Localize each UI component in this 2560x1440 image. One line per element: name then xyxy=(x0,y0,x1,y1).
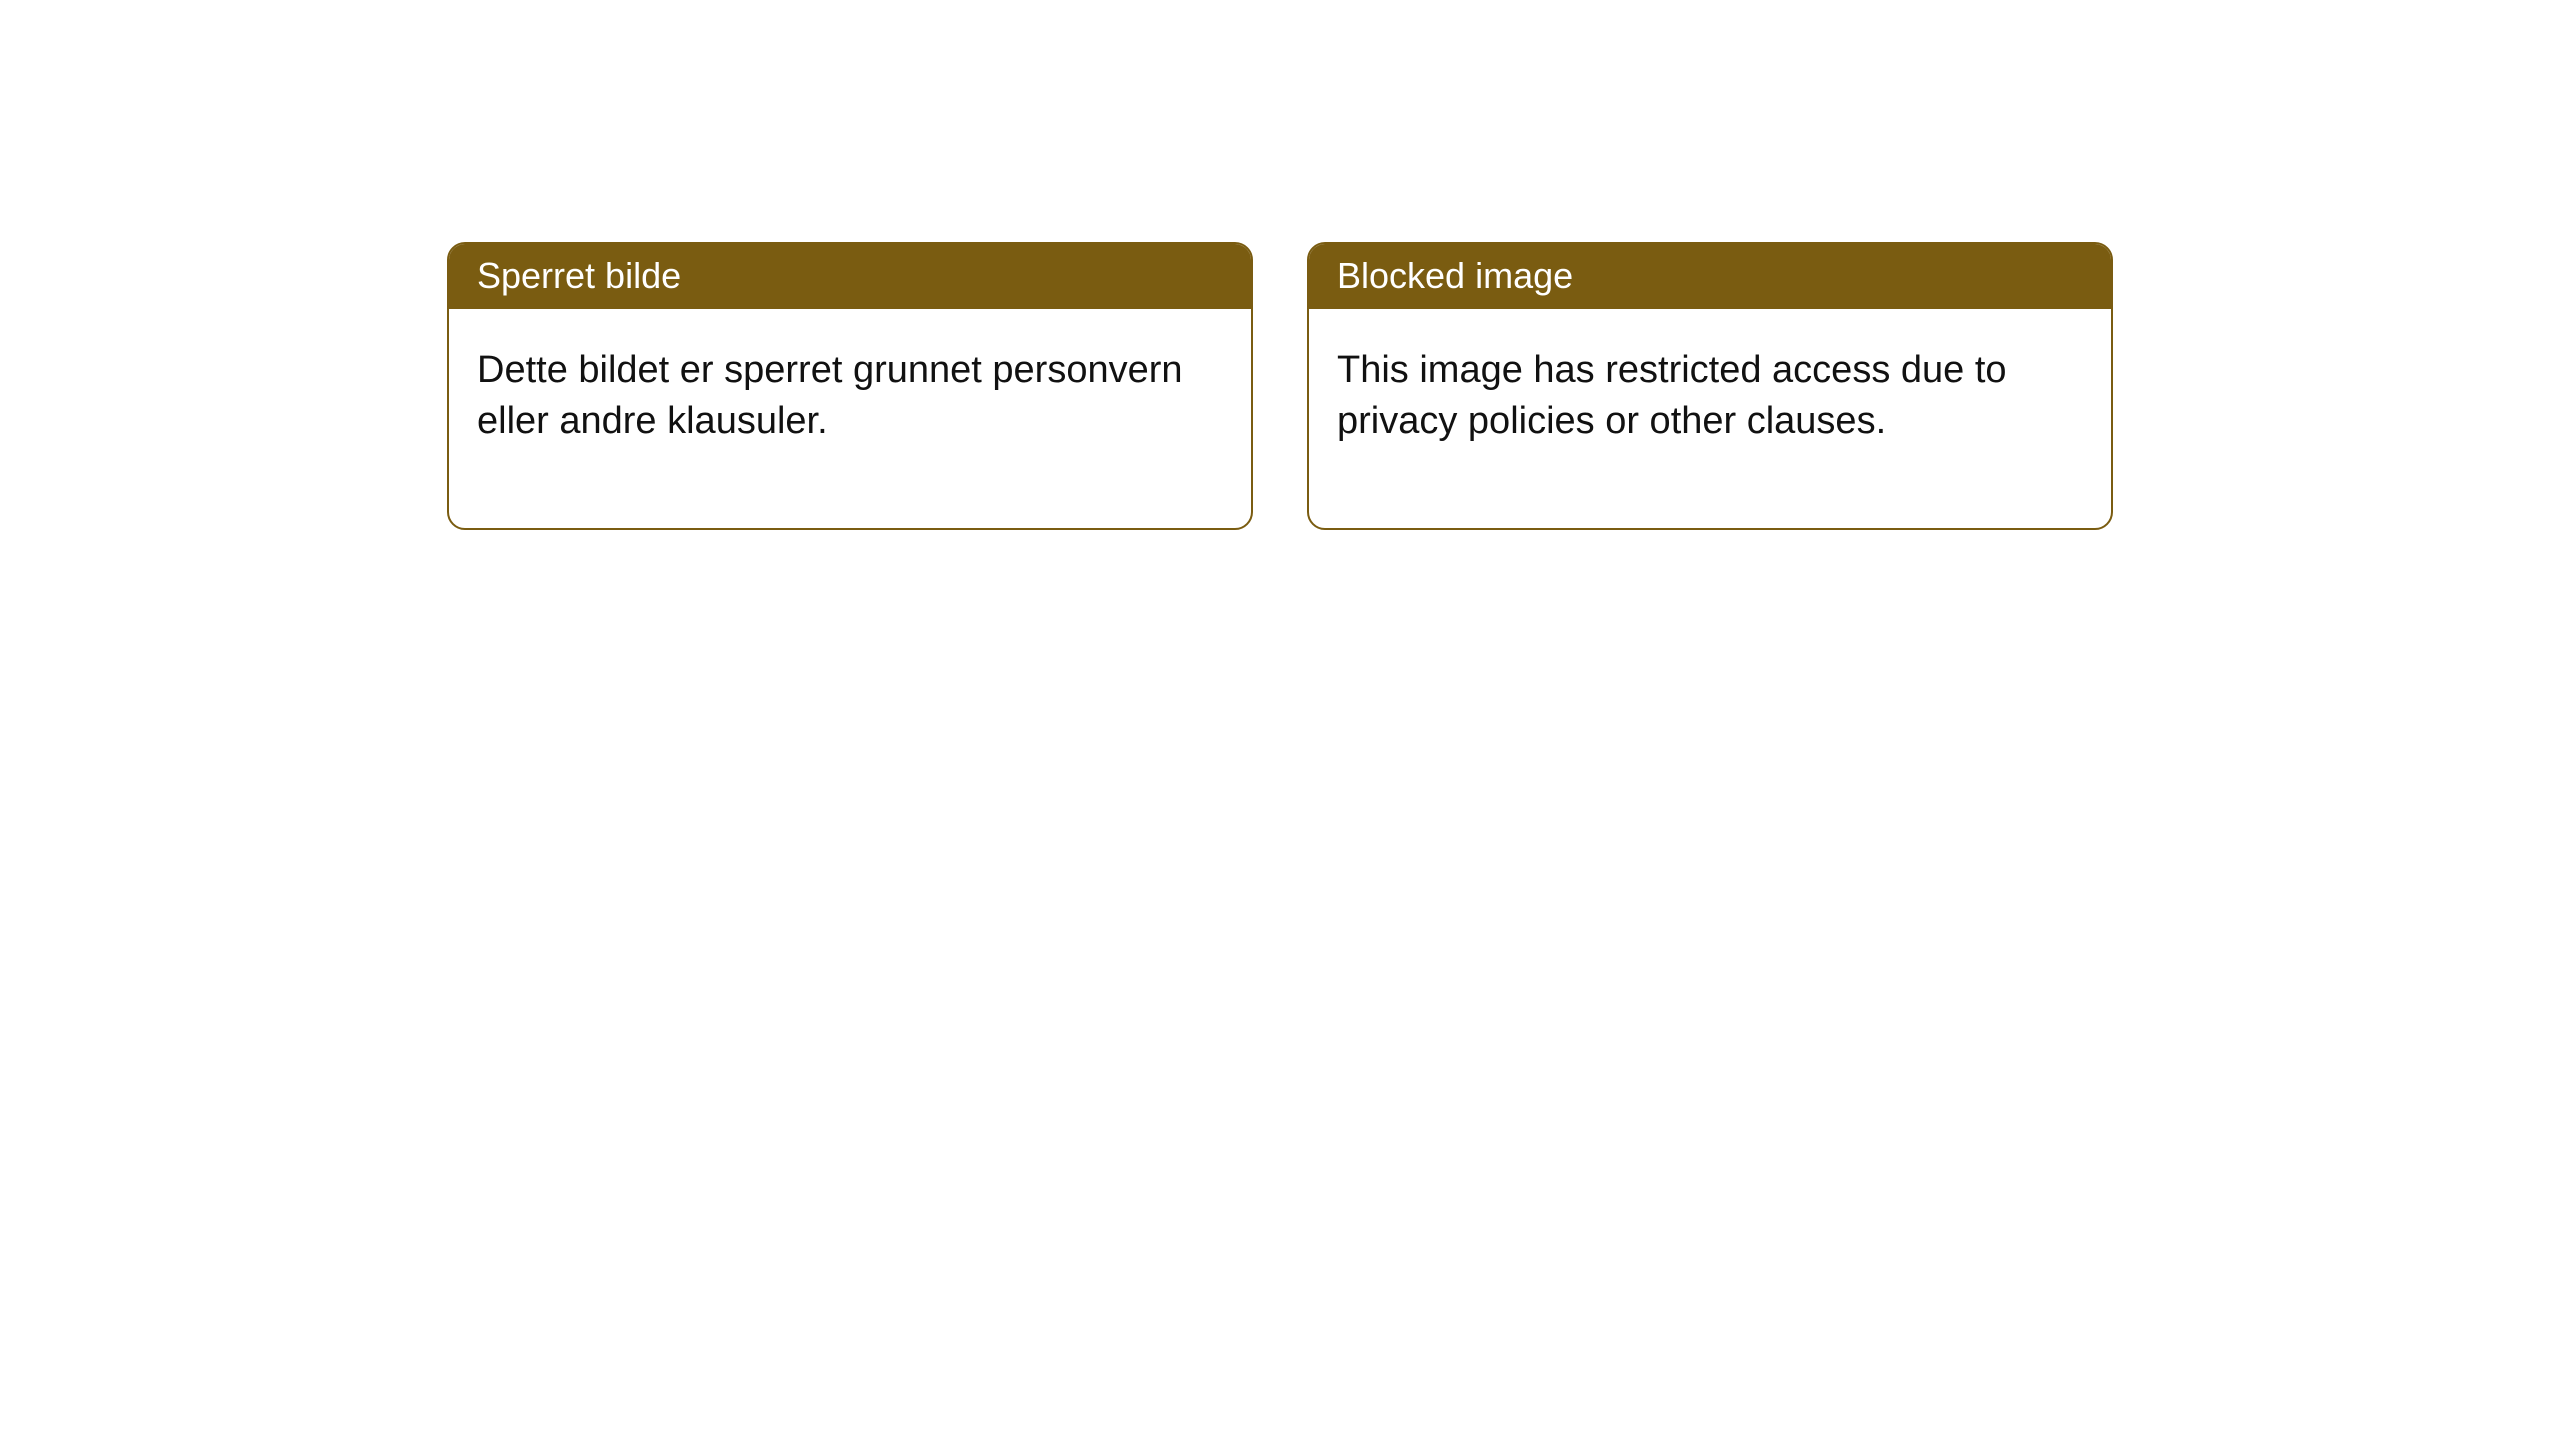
notice-container: Sperret bilde Dette bildet er sperret gr… xyxy=(0,0,2560,530)
card-title-english: Blocked image xyxy=(1309,244,2111,309)
card-message-norwegian: Dette bildet er sperret grunnet personve… xyxy=(449,309,1251,528)
card-message-english: This image has restricted access due to … xyxy=(1309,309,2111,528)
notice-card-norwegian: Sperret bilde Dette bildet er sperret gr… xyxy=(447,242,1253,530)
card-title-norwegian: Sperret bilde xyxy=(449,244,1251,309)
notice-card-english: Blocked image This image has restricted … xyxy=(1307,242,2113,530)
